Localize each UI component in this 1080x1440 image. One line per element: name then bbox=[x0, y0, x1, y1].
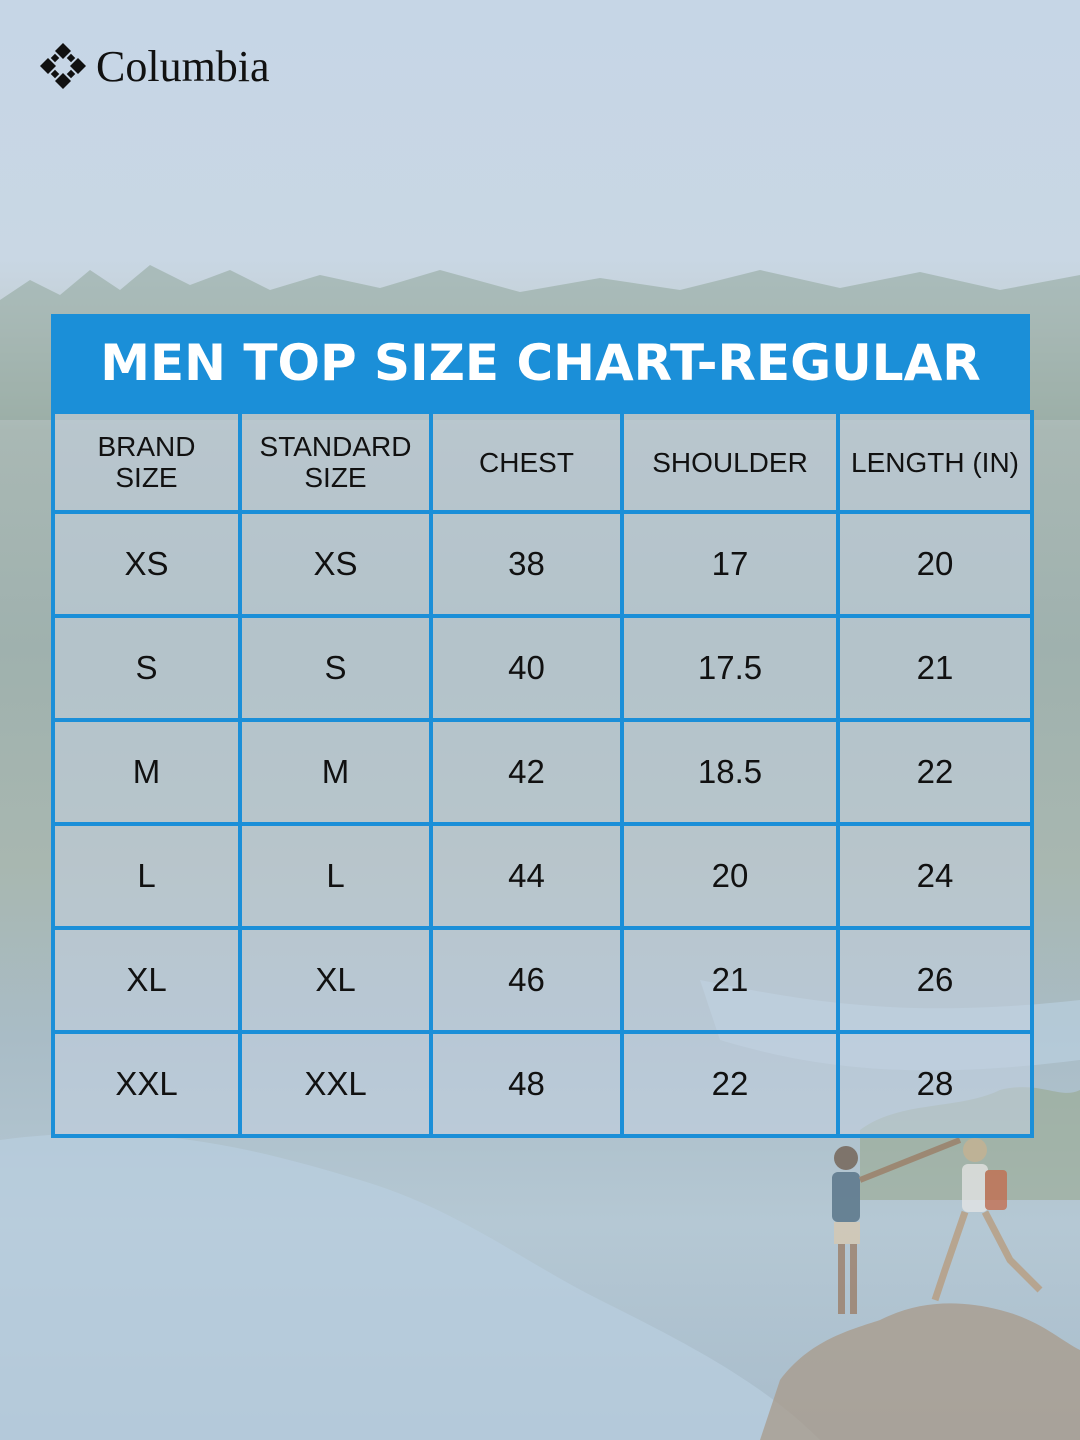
columbia-diamond-logo-icon bbox=[40, 43, 86, 89]
cell-length: 24 bbox=[836, 822, 1034, 930]
columbia-logo: Columbia bbox=[38, 40, 270, 92]
header-standard-size: STANDARD SIZE bbox=[238, 410, 433, 514]
table-row: M M 42 18.5 22 bbox=[51, 718, 1034, 826]
table-row: XL XL 46 21 26 bbox=[51, 926, 1034, 1034]
cell-shoulder: 20 bbox=[620, 822, 840, 930]
cell-shoulder: 17 bbox=[620, 510, 840, 618]
cell-brand-size: L bbox=[51, 822, 242, 930]
cell-chest: 42 bbox=[429, 718, 624, 826]
cell-length: 22 bbox=[836, 718, 1034, 826]
cell-shoulder: 22 bbox=[620, 1030, 840, 1138]
cell-standard-size: XS bbox=[238, 510, 433, 618]
table-header-row: BRAND SIZE STANDARD SIZE CHEST SHOULDER LE… bbox=[51, 410, 1034, 514]
header-chest: CHEST bbox=[429, 410, 624, 514]
cell-standard-size: M bbox=[238, 718, 433, 826]
cell-length: 26 bbox=[836, 926, 1034, 1034]
cell-standard-size: L bbox=[238, 822, 433, 930]
cell-length: 21 bbox=[836, 614, 1034, 722]
cell-standard-size: XL bbox=[238, 926, 433, 1034]
table-row: S S 40 17.5 21 bbox=[51, 614, 1034, 722]
cell-chest: 46 bbox=[429, 926, 624, 1034]
cell-standard-size: XXL bbox=[238, 1030, 433, 1138]
cell-length: 28 bbox=[836, 1030, 1034, 1138]
cell-brand-size: XXL bbox=[51, 1030, 242, 1138]
header-shoulder: SHOULDER bbox=[620, 410, 840, 514]
cell-brand-size: S bbox=[51, 614, 242, 722]
cell-chest: 44 bbox=[429, 822, 624, 930]
cell-standard-size: S bbox=[238, 614, 433, 722]
cell-chest: 38 bbox=[429, 510, 624, 618]
chart-title-bar: MEN TOP SIZE CHART-REGULAR bbox=[51, 314, 1030, 412]
cell-shoulder: 18.5 bbox=[620, 718, 840, 826]
table-row: XS XS 38 17 20 bbox=[51, 510, 1034, 618]
cell-chest: 40 bbox=[429, 614, 624, 722]
cell-shoulder: 17.5 bbox=[620, 614, 840, 722]
header-brand-size: BRAND SIZE bbox=[51, 410, 242, 514]
cell-brand-size: M bbox=[51, 718, 242, 826]
brand-name: Columbia bbox=[96, 41, 270, 91]
cell-chest: 48 bbox=[429, 1030, 624, 1138]
cell-length: 20 bbox=[836, 510, 1034, 618]
cell-brand-size: XS bbox=[51, 510, 242, 618]
table-row: XXL XXL 48 22 28 bbox=[51, 1030, 1034, 1138]
cell-brand-size: XL bbox=[51, 926, 242, 1034]
header-length: LENGTH (IN) bbox=[836, 410, 1034, 514]
chart-title: MEN TOP SIZE CHART-REGULAR bbox=[100, 334, 981, 392]
size-table: BRAND SIZE STANDARD SIZE CHEST SHOULDER LE… bbox=[51, 410, 1034, 1138]
size-chart: MEN TOP SIZE CHART-REGULAR BRAND SIZE STA… bbox=[51, 314, 1034, 1138]
hikers-figure bbox=[832, 1137, 1043, 1314]
cell-shoulder: 21 bbox=[620, 926, 840, 1034]
table-row: L L 44 20 24 bbox=[51, 822, 1034, 930]
